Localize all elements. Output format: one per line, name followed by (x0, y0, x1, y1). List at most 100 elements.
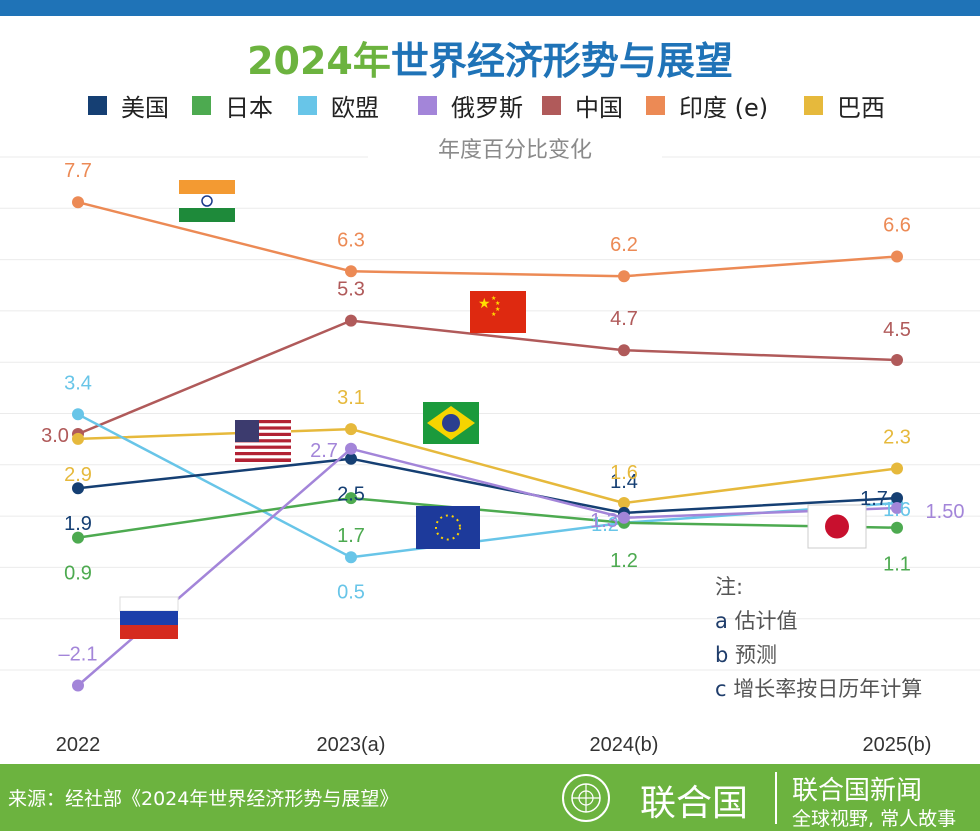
svg-text:★: ★ (478, 296, 491, 312)
data-point-us (345, 452, 357, 465)
note-b-text: 预测 (735, 643, 778, 667)
svg-text:★: ★ (491, 295, 496, 302)
note-a-key: a (715, 609, 728, 633)
value-label-china: 4.7 (610, 308, 638, 330)
un-news-slogan: 全球视野, 常人故事 (792, 808, 957, 830)
legend-item-russia: 俄罗斯 (418, 88, 523, 122)
value-label-india: 6.2 (610, 234, 638, 256)
x-tick-label: 2025(b) (863, 734, 932, 756)
data-point-india (345, 265, 357, 278)
chart-subtitle: 年度百分比变化 (368, 134, 662, 168)
data-point-brazil (891, 462, 903, 475)
data-point-us (891, 492, 903, 505)
data-point-brazil (618, 497, 630, 509)
legend-swatch-russia (418, 95, 437, 115)
title-rest: 世界经济形势与展望 (390, 39, 733, 83)
series-line-us (77, 457, 898, 515)
note-b: b 预测 (715, 638, 922, 672)
series-line-russia (77, 447, 898, 687)
x-tick-label: 2023(a) (317, 734, 386, 756)
data-point-brazil (345, 423, 357, 436)
value-label-eu: 3.4 (64, 372, 92, 394)
series-line-india (77, 200, 898, 278)
value-label-russia: 2.7 (310, 440, 338, 462)
value-label-eu: 0.5 (337, 581, 365, 603)
value-label-brazil: 1.6 (610, 462, 638, 484)
notes: 注: a 估计值 b 预测 c 增长率按日历年计算 (715, 570, 922, 706)
data-point-japan (72, 531, 84, 544)
data-point-japan (891, 521, 903, 534)
value-label-eu: 1.2 (591, 514, 619, 536)
note-a: a 估计值 (715, 604, 922, 638)
value-label-japan: 1.7 (337, 525, 365, 547)
data-point-eu (345, 551, 357, 564)
value-label-russia: 1.3 (590, 510, 618, 532)
value-label-china: 5.3 (337, 279, 365, 301)
data-point-brazil (72, 432, 84, 445)
data-point-india (618, 270, 630, 283)
note-b-key: b (715, 643, 729, 667)
value-label-us: 1.4 (610, 471, 638, 493)
value-label-us: 2.5 (337, 484, 365, 506)
un-news-name: 联合国新闻 (792, 776, 923, 806)
legend-label-brazil: 巴西 (837, 93, 885, 122)
chart-title: 2024年世界经济形势与展望 (0, 30, 980, 85)
legend-swatch-japan (192, 95, 211, 115)
svg-text:★: ★ (491, 311, 496, 318)
series-lines (77, 200, 898, 687)
flag-russia-icon (119, 596, 179, 639)
svg-text:★: ★ (495, 306, 500, 313)
data-point-china (618, 344, 630, 357)
value-label-brazil: 3.1 (337, 387, 365, 409)
legend-label-japan: 日本 (225, 93, 273, 122)
legend-item-us: 美国 (88, 88, 169, 122)
un-name: 联合国 (640, 783, 749, 824)
data-point-japan (345, 492, 357, 505)
value-label-japan: 1.2 (610, 550, 638, 572)
value-label-china: 4.5 (883, 319, 911, 341)
flag-eu-icon (416, 506, 480, 549)
flag-china-icon: ★ ★ ★ ★ ★ (470, 291, 526, 333)
value-label-india: 7.7 (64, 160, 92, 182)
legend-label-india: 印度 (e) (679, 93, 769, 122)
value-label-india: 6.3 (337, 229, 365, 251)
legend-item-india: 印度 (e) (646, 88, 768, 122)
value-label-japan: 0.9 (64, 563, 92, 585)
legend-swatch-brazil (804, 95, 823, 115)
data-point-us (72, 482, 84, 495)
x-tick-label: 2024(b) (590, 734, 659, 756)
value-label-brazil: 2.3 (883, 427, 911, 449)
series-markers (72, 196, 903, 692)
flag-japan-icon (807, 504, 867, 549)
legend-label-russia: 俄罗斯 (451, 93, 523, 122)
legend-swatch-india (646, 95, 665, 115)
data-point-india (891, 250, 903, 263)
legend: 美国 日本 欧盟 俄罗斯 中国 印度 (e) 巴西 (88, 88, 968, 122)
footer: 来源：经社部《2024年世界经济形势与展望》 联合国 联合国新闻 全球视野, 常… (0, 764, 980, 831)
x-axis: 2022 2023(a) 2024(b) 2025(b) (56, 734, 932, 756)
value-label-japan: 1.1 (883, 554, 911, 576)
notes-heading: 注: (715, 575, 744, 599)
data-point-russia (618, 511, 630, 524)
x-tick-label: 2022 (56, 734, 101, 756)
value-label-india: 6.6 (883, 215, 911, 237)
value-labels: 1.9 2.5 1.4 1.7 0.9 1.7 1.2 1.1 3.4 0.5 1.2 1.6 –2.1… (41, 160, 964, 665)
note-a-text: 估计值 (734, 609, 798, 633)
footer-divider (775, 772, 777, 824)
top-bar (0, 0, 980, 16)
flag-us-icon (235, 420, 291, 462)
legend-item-china: 中国 (542, 88, 623, 122)
country-flags: ★ ★ ★ ★ ★ (119, 180, 867, 639)
series-line-japan (77, 496, 898, 539)
note-c-text: 增长率按日历年计算 (733, 677, 923, 701)
flag-brazil-icon (423, 402, 479, 444)
legend-item-eu: 欧盟 (298, 88, 379, 122)
data-point-eu (72, 408, 84, 421)
value-label-china: 3.0 (41, 425, 69, 447)
value-label-brazil: 2.9 (64, 464, 92, 486)
data-point-russia (345, 442, 357, 455)
title-year: 2024年 (247, 39, 391, 83)
data-point-india (72, 196, 84, 209)
line-chart: ★ ★ ★ ★ ★ (0, 156, 980, 756)
source-text: 来源：经社部《2024年世界经济形势与展望》 (8, 788, 399, 810)
